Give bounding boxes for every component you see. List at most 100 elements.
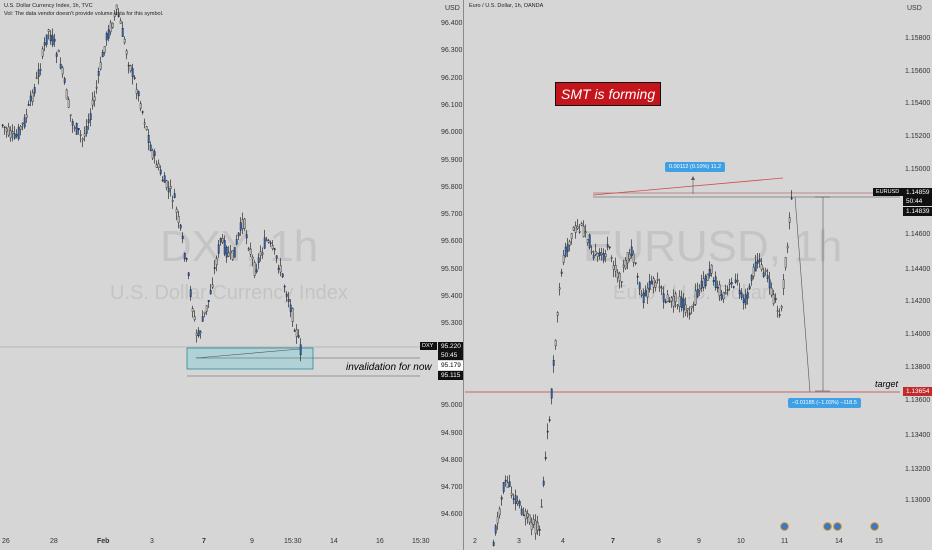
- candle-body: [522, 514, 525, 517]
- candle-body: [131, 68, 134, 78]
- candle-body: [47, 29, 50, 32]
- candle-body: [710, 264, 713, 274]
- candle-body: [241, 219, 244, 229]
- candle-body: [508, 481, 511, 487]
- time-tick-label: 8: [657, 538, 661, 545]
- candle-body: [682, 298, 685, 311]
- dxy-chart-pane[interactable]: DXY, 1h U.S. Dollar Currency Index U.S. …: [0, 0, 464, 550]
- candle-body: [65, 89, 68, 100]
- candle-body: [95, 86, 98, 89]
- candle-body: [784, 256, 787, 268]
- candle-body: [223, 240, 226, 255]
- candle-body: [496, 516, 499, 524]
- candle-body: [622, 264, 625, 268]
- candle-body: [626, 252, 629, 264]
- candle-body: [526, 513, 529, 518]
- candle-body: [742, 298, 745, 303]
- economic-event-icon[interactable]: [833, 522, 842, 531]
- diagonal-line: [195, 348, 301, 359]
- candle-body: [53, 39, 56, 42]
- time-tick-label: 2: [473, 538, 477, 545]
- candle-body: [245, 234, 248, 239]
- economic-event-icon[interactable]: [780, 522, 789, 531]
- candle-body: [249, 248, 252, 255]
- candle-body: [215, 258, 218, 266]
- candle-body: [59, 63, 62, 69]
- candle-body: [279, 265, 282, 273]
- candle-body: [127, 64, 130, 67]
- candle-body: [15, 134, 18, 137]
- candle-body: [760, 264, 763, 270]
- price-tick-label: 95.700: [441, 211, 463, 219]
- candle-body: [558, 287, 561, 290]
- time-tick-label: 15:30: [412, 538, 430, 545]
- candle-body: [538, 528, 541, 531]
- candle-body: [630, 246, 633, 257]
- candle-body: [706, 273, 709, 281]
- candle-body: [87, 119, 90, 123]
- candle-body: [668, 300, 671, 303]
- candle-body: [285, 293, 288, 297]
- candle-body: [698, 288, 701, 291]
- candle-body: [728, 282, 731, 285]
- candle-body: [578, 231, 581, 233]
- candle-body: [666, 294, 669, 302]
- candle-body: [646, 287, 649, 298]
- candle-body: [97, 70, 100, 76]
- economic-event-icon[interactable]: [823, 522, 832, 531]
- candle-body: [289, 304, 292, 312]
- price-tick-label: 1.15200: [905, 133, 931, 140]
- candle-body: [712, 280, 715, 282]
- candle-body: [141, 111, 144, 113]
- candle-body: [247, 248, 250, 250]
- candle-body: [782, 279, 785, 289]
- time-tick-label: 7: [202, 538, 206, 545]
- candle-body: [273, 248, 276, 251]
- candle-body: [614, 265, 617, 272]
- candle-body: [596, 253, 599, 257]
- time-tick-label: 3: [517, 538, 521, 545]
- candle-body: [542, 480, 545, 486]
- candle-body: [93, 96, 96, 101]
- candle-body: [740, 292, 743, 298]
- candle-body: [754, 261, 757, 272]
- eurusd-time-axis[interactable]: 2 3 4 7 8 9 10 11 14 15: [465, 536, 932, 550]
- candle-body: [161, 179, 164, 182]
- candle-body: [197, 330, 200, 337]
- candle-body: [704, 275, 707, 287]
- candle-body: [540, 506, 543, 508]
- candle-body: [219, 238, 222, 243]
- candle-body: [277, 267, 280, 270]
- eurusd-candles[interactable]: [465, 0, 932, 550]
- time-tick-label: 9: [250, 538, 254, 545]
- candle-body: [89, 113, 92, 120]
- price-tick-label: 94.900: [441, 429, 463, 437]
- dxy-time-axis[interactable]: 26 28 Feb 3 7 9 15:30 14 16 15:30: [0, 536, 463, 550]
- candle-body: [658, 286, 661, 288]
- candle-body: [163, 175, 166, 183]
- candle-body: [516, 501, 519, 505]
- candle-body: [267, 240, 270, 243]
- eurusd-chart-pane[interactable]: EURUSD, 1h Euro / U.S. Dollar Euro / U.S…: [465, 0, 932, 550]
- candle-body: [271, 245, 274, 250]
- candle-body: [261, 252, 264, 255]
- candle-body: [195, 332, 198, 336]
- candle-body: [504, 479, 507, 482]
- candle-body: [259, 251, 262, 256]
- candle-body: [534, 520, 537, 534]
- candle-body: [299, 344, 302, 356]
- candle-body: [662, 293, 665, 302]
- candle-body: [199, 331, 202, 334]
- candle-body: [209, 289, 212, 295]
- time-tick-label: 15: [875, 538, 883, 545]
- economic-event-icon[interactable]: [870, 522, 879, 531]
- dxy-candles[interactable]: [0, 0, 464, 550]
- candle-body: [207, 300, 210, 302]
- candle-body: [686, 308, 689, 311]
- invalidation-zone: [186, 347, 314, 370]
- candle-body: [29, 95, 32, 102]
- candle-body: [510, 493, 513, 496]
- candle-body: [570, 233, 573, 239]
- eurusd-header-title: Euro / U.S. Dollar, 1h, OANDA: [469, 3, 544, 9]
- candle-body: [530, 522, 533, 530]
